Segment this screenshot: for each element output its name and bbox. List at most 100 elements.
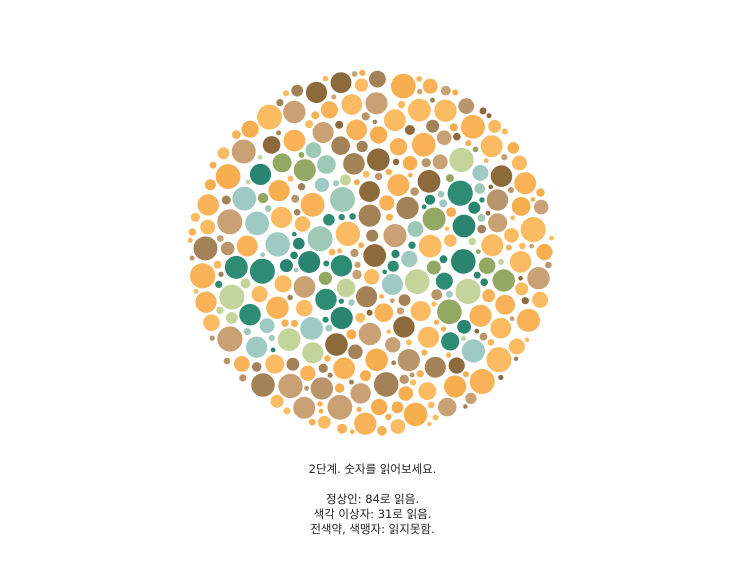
figure-dot — [268, 334, 275, 342]
background-dot — [498, 374, 504, 380]
background-dot — [296, 299, 313, 317]
background-dot — [200, 219, 216, 235]
figure-dot — [479, 197, 485, 203]
background-dot — [188, 228, 197, 236]
background-dot — [293, 396, 316, 419]
background-dot — [379, 294, 384, 299]
background-dot — [312, 122, 334, 143]
background-dot — [508, 338, 525, 355]
background-dot — [407, 172, 413, 178]
figure-dot — [348, 299, 355, 306]
background-dot — [513, 356, 519, 362]
background-dot — [436, 130, 452, 145]
figure-dot — [391, 249, 400, 259]
background-dot — [365, 348, 389, 372]
background-dot — [452, 89, 459, 96]
figure-dot — [325, 324, 333, 332]
background-dot — [374, 303, 394, 323]
background-dot — [333, 357, 355, 380]
background-dot — [389, 138, 408, 156]
background-dot — [417, 88, 423, 95]
background-dot — [204, 179, 216, 191]
background-dot — [359, 181, 380, 202]
background-dot — [446, 207, 457, 218]
background-dot — [335, 120, 344, 129]
background-dot — [427, 401, 435, 409]
background-dot — [356, 406, 362, 412]
background-dot — [294, 216, 311, 232]
background-dot — [346, 329, 357, 340]
background-dot — [418, 234, 442, 258]
figure-dot — [498, 258, 504, 265]
background-dot — [190, 212, 200, 222]
background-dot — [265, 354, 285, 374]
background-dot — [290, 319, 299, 328]
figure-dot — [239, 303, 261, 326]
background-dot — [363, 244, 387, 267]
figure-dot — [457, 319, 471, 334]
figure-dot — [260, 252, 266, 258]
background-dot — [374, 172, 383, 181]
background-dot — [477, 224, 487, 234]
background-dot — [432, 414, 439, 421]
figure-dot — [330, 306, 353, 330]
background-dot — [367, 148, 390, 171]
background-dot — [488, 119, 502, 133]
background-dot — [521, 297, 529, 305]
background-dot — [463, 371, 469, 378]
figure-dot — [340, 174, 351, 186]
background-dot — [385, 413, 392, 421]
background-dot — [545, 261, 552, 269]
figure-dot — [477, 214, 486, 222]
figure-dot — [422, 207, 446, 231]
figure-dot — [240, 278, 251, 289]
background-dot — [514, 172, 537, 195]
background-dot — [221, 195, 231, 205]
background-dot — [421, 158, 431, 168]
background-dot — [349, 379, 354, 385]
background-dot — [444, 375, 467, 398]
background-dot — [193, 288, 199, 294]
figure-dot — [323, 214, 335, 226]
background-dot — [402, 156, 418, 171]
background-dot — [410, 187, 419, 196]
background-dot — [358, 204, 381, 227]
background-dot — [536, 243, 553, 261]
background-dot — [216, 235, 224, 242]
background-dot — [516, 308, 541, 332]
background-dot — [453, 132, 461, 141]
background-dot — [251, 286, 268, 303]
figure-dot — [468, 201, 481, 214]
figure-dot — [441, 332, 460, 351]
background-dot — [276, 130, 282, 136]
figure-dot — [219, 284, 245, 310]
background-dot — [310, 377, 333, 400]
background-dot — [410, 301, 431, 322]
background-dot — [353, 179, 360, 186]
figure-dot — [305, 142, 322, 159]
background-dot — [283, 129, 306, 152]
figure-dot — [404, 269, 430, 294]
figure-dot — [314, 177, 329, 192]
figure-dot — [474, 183, 486, 194]
background-dot — [317, 415, 331, 429]
background-dot — [293, 276, 316, 298]
background-dot — [195, 291, 217, 313]
background-dot — [490, 165, 513, 187]
background-dot — [417, 170, 441, 193]
background-dot — [218, 271, 224, 277]
figure-dot — [449, 147, 474, 173]
background-dot — [403, 402, 428, 427]
figure-dot — [446, 290, 453, 298]
background-dot — [433, 319, 440, 325]
figure-dot — [225, 312, 238, 324]
background-dot — [358, 322, 382, 346]
background-dot — [318, 408, 324, 414]
figure-dot — [249, 163, 272, 185]
background-dot — [282, 90, 290, 97]
background-dot — [482, 289, 496, 303]
background-dot — [495, 294, 516, 315]
background-dot — [328, 248, 336, 256]
background-dot — [366, 309, 373, 316]
background-dot — [197, 194, 219, 216]
